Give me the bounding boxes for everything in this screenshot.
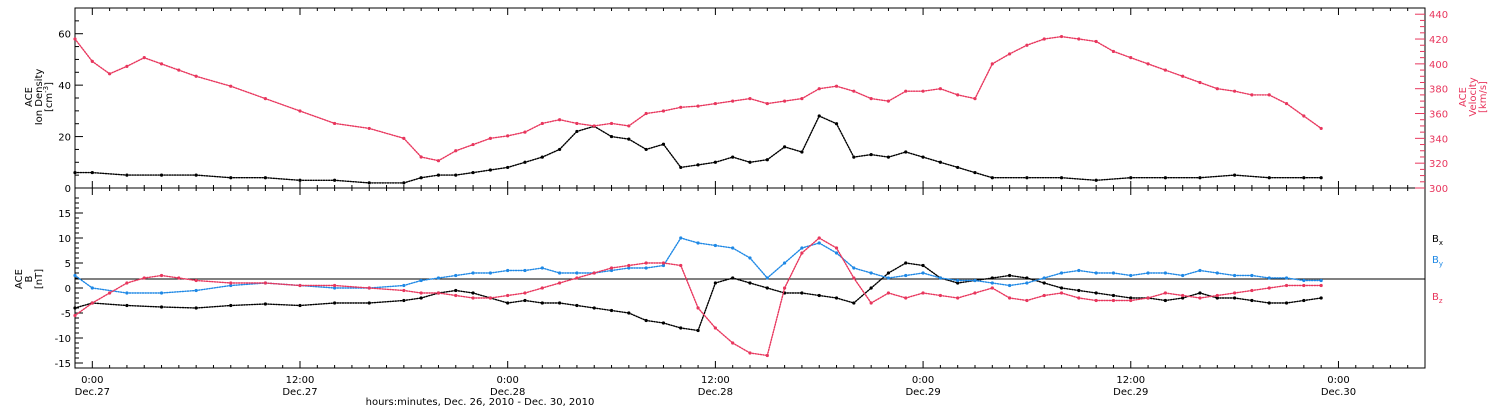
- legend-bx-sub: x: [1439, 239, 1443, 247]
- top-series-trace: [74, 115, 1322, 184]
- bottom-y-tick-label: 10: [58, 234, 71, 245]
- legend-bz-main: B: [1432, 292, 1439, 303]
- top-y2-tick-label: 340: [1429, 134, 1448, 145]
- bottom-left-label-line1: ACE: [14, 269, 25, 289]
- x-tick-label-time: 12:00: [286, 375, 315, 386]
- x-axis-caption: hours:minutes, Dec. 26, 2010 - Dec. 30, …: [366, 397, 595, 408]
- legend-bx-main: B: [1432, 234, 1439, 245]
- top-y-tick-label: 20: [58, 133, 71, 144]
- top-right-label-line3: [km/s]: [1478, 81, 1489, 113]
- legend-by: By: [1432, 255, 1443, 268]
- top-y2-tick-label: 360: [1429, 110, 1448, 121]
- legend-bz-sub: z: [1439, 297, 1443, 305]
- x-tick-label-time: 0:00: [496, 375, 518, 386]
- top-y-tick-label: 0: [65, 184, 71, 195]
- x-tick-label-time: 0:00: [912, 375, 934, 386]
- bottom-y-tick-label: 15: [58, 209, 71, 220]
- x-tick-label-time: 0:00: [81, 375, 103, 386]
- x-tick-label-date: Dec.30: [1321, 387, 1356, 398]
- legend-bz: Bz: [1432, 292, 1443, 305]
- top-y2-tick-label: 320: [1429, 159, 1448, 170]
- bottom-left-label-line3: [nT]: [34, 269, 45, 289]
- x-tick-label-time: 12:00: [1116, 375, 1145, 386]
- bottom-series-trace: [74, 237, 1322, 357]
- top-left-unit-open: [cm: [44, 93, 55, 112]
- top-left-unit-close: ]: [44, 82, 55, 86]
- top-series-trace: [74, 35, 1322, 162]
- top-y-tick-label: 60: [58, 30, 71, 41]
- bottom-series-trace: [74, 237, 1322, 294]
- bottom-series-trace: [74, 262, 1322, 332]
- x-tick-label-date: Dec.29: [905, 387, 940, 398]
- bottom-y-tick-label: -15: [55, 359, 71, 370]
- axes-ticks: 0:00Dec.2712:00Dec.270:00Dec.2812:00Dec.…: [55, 7, 1448, 398]
- top-y2-tick-label: 400: [1429, 60, 1448, 71]
- top-left-unit: [cm-3]: [42, 82, 55, 112]
- top-y2-tick-label: 380: [1429, 85, 1448, 96]
- legend-bx: Bx: [1432, 234, 1443, 247]
- legend-by-sub: y: [1439, 260, 1443, 268]
- x-tick-label-date: Dec.29: [1113, 387, 1148, 398]
- top-left-label-line1: ACE: [24, 87, 35, 107]
- x-tick-label-time: 12:00: [701, 375, 730, 386]
- bottom-y-tick-label: -10: [55, 334, 71, 345]
- x-tick-label-date: Dec.28: [490, 387, 525, 398]
- bottom-y-tick-label: 5: [65, 259, 71, 270]
- bottom-panel-frame: [74, 187, 1426, 369]
- legend-by-main: B: [1432, 255, 1439, 266]
- top-right-label-line1: ACE: [1458, 87, 1469, 107]
- top-y-tick-label: 40: [58, 81, 71, 92]
- bottom-y-tick-label: 0: [65, 284, 71, 295]
- bottom-left-label-line2: B: [24, 275, 35, 282]
- top-left-label-line2: Ion Density: [34, 69, 45, 126]
- top-y2-tick-label: 300: [1429, 184, 1448, 195]
- data-points: [73, 34, 1323, 358]
- top-y2-tick-label: 420: [1429, 35, 1448, 46]
- x-tick-label-date: Dec.28: [698, 387, 733, 398]
- top-right-label-line2: Velocity: [1468, 77, 1479, 116]
- x-tick-label-date: Dec.27: [75, 387, 110, 398]
- top-left-unit-sup: -3: [42, 86, 50, 93]
- x-tick-label-time: 0:00: [1327, 375, 1349, 386]
- top-y2-tick-label: 440: [1429, 10, 1448, 21]
- x-tick-label-date: Dec.27: [282, 387, 317, 398]
- bottom-y-tick-label: -5: [61, 309, 71, 320]
